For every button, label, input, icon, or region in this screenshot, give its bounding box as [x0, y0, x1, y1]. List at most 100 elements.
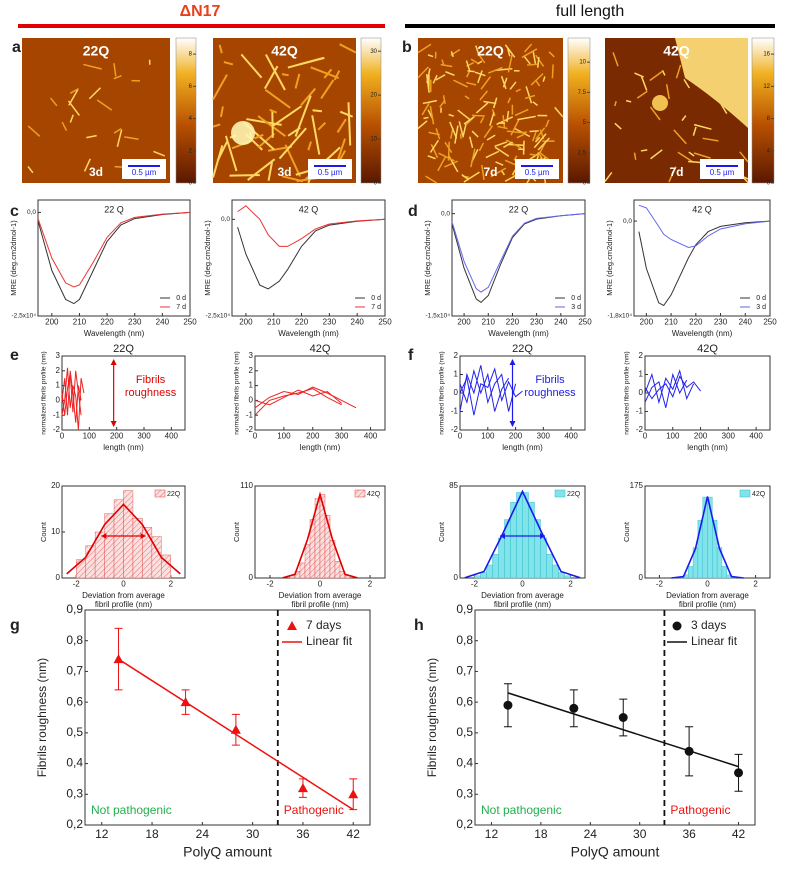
histogram-bar — [541, 538, 547, 578]
x-tick-label: 300 — [137, 432, 151, 441]
x-axis-label: Deviation from average — [82, 591, 165, 600]
x-tick-label: 230 — [128, 318, 142, 327]
x-tick-label: 210 — [73, 318, 87, 327]
y-tick-label: 0 — [454, 388, 459, 397]
line-series — [255, 390, 342, 405]
y-tick-label: 0,3 — [66, 786, 83, 800]
histogram-bar — [114, 500, 123, 578]
panel-letter: g — [10, 617, 20, 634]
y-tick-label: 0 — [249, 573, 254, 582]
fibril — [529, 131, 538, 132]
x-axis-label: Wavelength (nm) — [278, 329, 339, 338]
data-point — [114, 654, 124, 663]
x-tick-label: 2 — [753, 580, 758, 589]
y-tick-label: 85 — [449, 481, 458, 490]
line-series — [238, 219, 385, 289]
x-axis-label: length (nm) — [502, 443, 543, 452]
y-tick-label: -2 — [451, 425, 459, 434]
image-label: 42Q — [663, 43, 690, 59]
y-tick-label: -2 — [246, 425, 254, 434]
fibril — [472, 115, 485, 116]
histogram-bar — [325, 515, 330, 578]
plot-title: 42Q — [697, 343, 718, 355]
y-tick-label: 3 — [249, 351, 254, 360]
legend-label: 22Q — [567, 491, 581, 498]
legend-label: 3 days — [691, 618, 726, 632]
y-axis-label: MRE (deg.cm2dmol-1) — [203, 220, 212, 296]
x-tick-label: 12 — [485, 827, 499, 841]
x-tick-label: 0 — [60, 432, 65, 441]
data-point — [348, 789, 358, 798]
histogram-bar — [722, 566, 727, 578]
histogram-bar — [305, 545, 310, 578]
x-tick-label: 12 — [95, 827, 109, 841]
y-axis-label: Count — [437, 521, 446, 542]
image-label: 22Q — [477, 43, 504, 59]
fibril — [552, 64, 553, 78]
data-point — [619, 713, 628, 722]
image-time: 7d — [669, 165, 683, 179]
fibril — [521, 132, 526, 133]
y-tick-label: 0,2 — [66, 817, 83, 831]
legend-swatch — [355, 490, 365, 497]
histogram-bar — [300, 563, 305, 578]
header: ΔN17 — [180, 3, 221, 20]
panel-letter: f — [408, 347, 414, 364]
x-axis-label: length (nm) — [103, 443, 144, 452]
x-tick-label: 18 — [145, 827, 159, 841]
y-axis-label: normalized fibrils profile (nm) — [624, 351, 631, 434]
legend-label: Linear fit — [691, 634, 738, 648]
panel-letter: h — [414, 617, 424, 634]
x-tick-label: 24 — [196, 827, 210, 841]
y-tick-label: 0,4 — [456, 756, 473, 770]
y-tick-label: 0,7 — [66, 664, 83, 678]
colorbar — [361, 38, 381, 183]
histogram-bar — [559, 573, 565, 578]
x-tick-label: 42 — [347, 827, 361, 841]
y-tick-label: -1 — [451, 407, 459, 416]
histogram-bar — [474, 576, 480, 578]
x-tick-label: 240 — [156, 318, 170, 327]
colorbar — [752, 38, 774, 183]
scale-label: 0.5 µm — [318, 168, 343, 177]
x-tick-label: 2 — [368, 580, 373, 589]
plot-title: 22 Q — [509, 204, 529, 214]
x-tick-label: 230 — [714, 318, 728, 327]
x-tick-label: 30 — [633, 827, 647, 841]
annotation: Pathogenic — [670, 803, 730, 817]
fibril — [282, 74, 289, 75]
x-axis-label: Deviation from average — [666, 591, 749, 600]
y-tick-label: -2 — [636, 425, 644, 434]
y-tick-label: 0,6 — [456, 694, 473, 708]
data-point — [734, 768, 743, 777]
y-tick-label: 110 — [240, 481, 253, 490]
x-axis-label: fibril profile (nm) — [95, 600, 153, 609]
x-tick-label: 400 — [749, 432, 763, 441]
y-tick-label: -1 — [636, 407, 644, 416]
y-tick-label: -1,8x10⁴ — [608, 313, 633, 320]
y-tick-label: -2,5x10⁴ — [12, 313, 37, 320]
y-tick-label: 2 — [249, 366, 254, 375]
x-tick-label: 240 — [739, 318, 753, 327]
legend-label: 7 d — [176, 304, 186, 311]
y-tick-label: -1,5x10⁴ — [426, 313, 451, 320]
x-tick-label: 210 — [482, 318, 496, 327]
legend-label: Linear fit — [306, 634, 353, 648]
data-point — [231, 725, 241, 734]
y-tick-label: 0,7 — [456, 664, 473, 678]
x-tick-label: 0 — [318, 580, 323, 589]
scale-label: 0.5 µm — [710, 168, 735, 177]
x-tick-label: 0 — [705, 580, 710, 589]
x-tick-label: 300 — [722, 432, 736, 441]
panel-letter: a — [12, 39, 21, 56]
colorbar — [176, 38, 196, 183]
y-tick-label: 0 — [454, 573, 459, 582]
y-tick-label: 175 — [630, 481, 644, 490]
x-tick-label: 240 — [554, 318, 568, 327]
y-tick-label: 0,4 — [66, 756, 83, 770]
x-tick-label: 200 — [45, 318, 59, 327]
x-tick-label: -2 — [266, 580, 274, 589]
annotation: Not pathogenic — [91, 803, 172, 817]
legend-label: 3 d — [756, 304, 766, 311]
y-tick-label: 0 — [56, 573, 61, 582]
